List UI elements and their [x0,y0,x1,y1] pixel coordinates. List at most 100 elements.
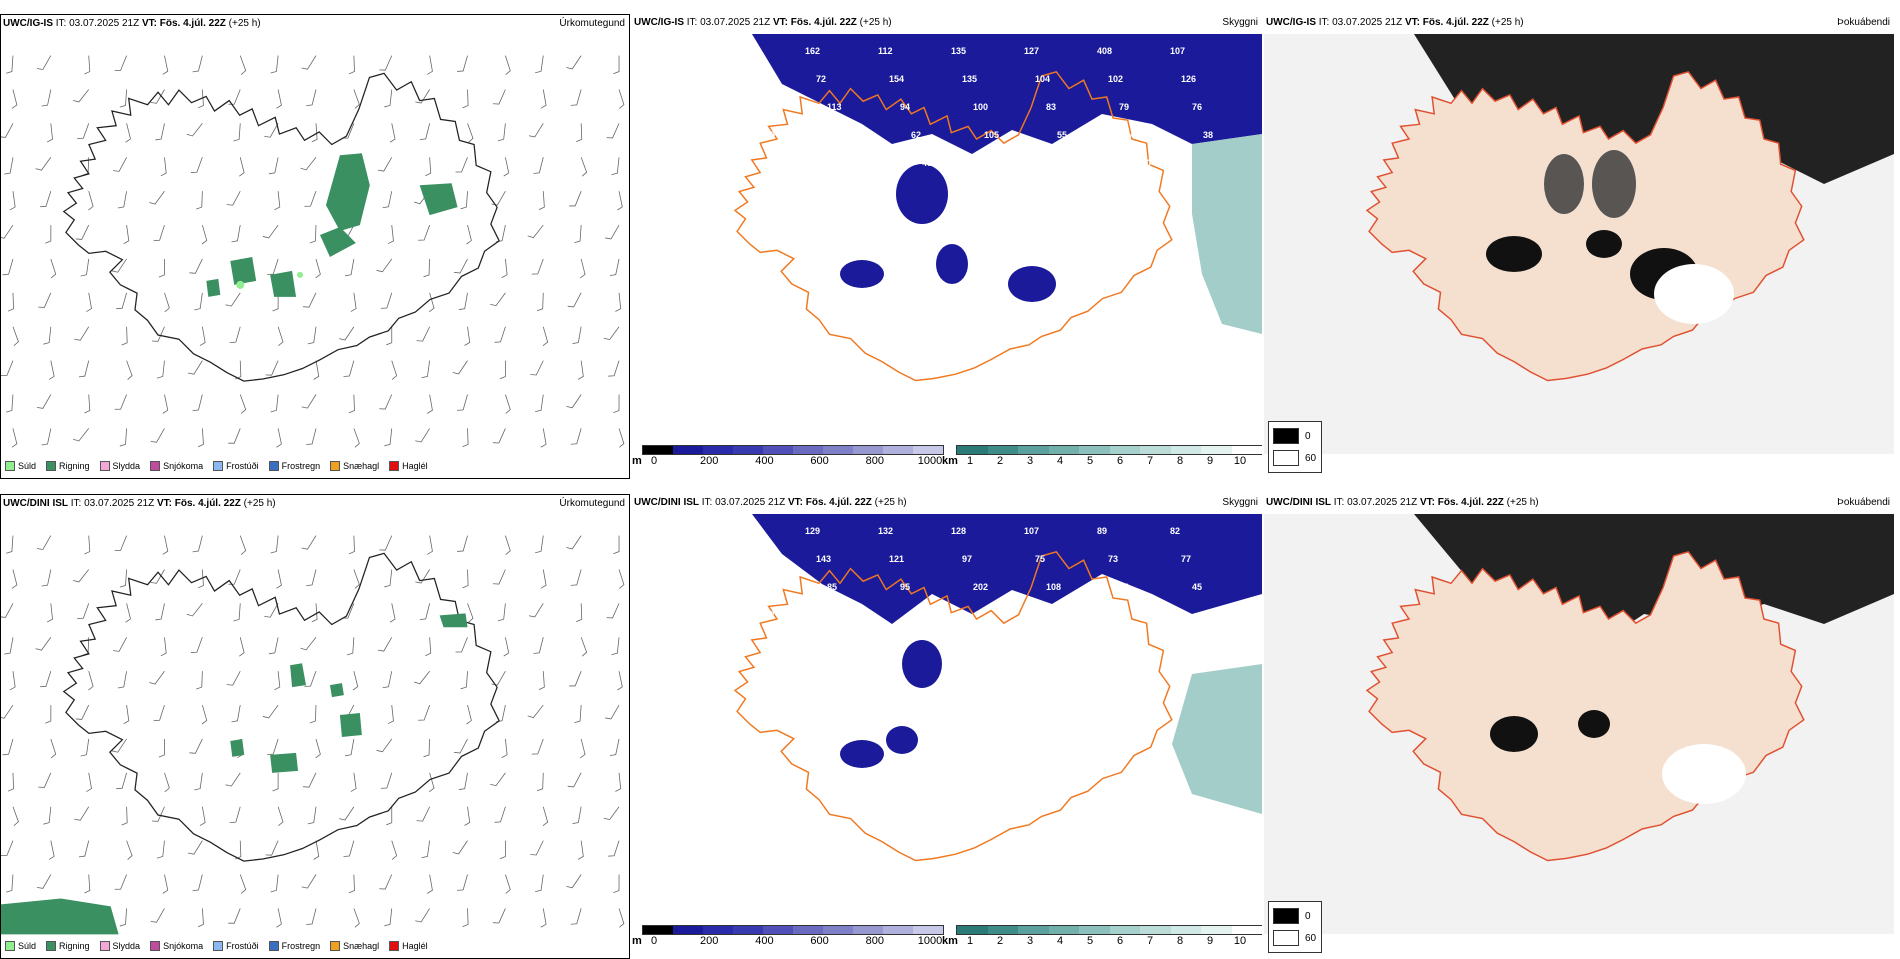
cloud-base-panel: UWC/DINI ISL IT: 03.07.2025 21Z VT: Fös.… [632,494,1262,959]
wind-barb [415,428,430,443]
panel-header: UWC/DINI ISL IT: 03.07.2025 21Z VT: Fös.… [1,495,629,513]
wind-barb [348,535,355,555]
wind-barb [153,704,165,722]
wind-barb [350,292,357,312]
wind-barb [36,55,52,70]
legend-item: Súld [5,461,36,471]
wind-barb [201,224,208,245]
wind-barb [428,292,435,313]
wind-barb [192,535,203,553]
wind-barb [615,772,622,792]
wind-barb [113,157,127,172]
wind-barb [580,157,588,177]
wind-barb [384,428,393,447]
wind-barb [74,326,90,341]
colorbar-tick: 1000 [917,455,943,467]
cloud-base-label: 38 [1203,130,1213,140]
colorbar-tick: 600 [810,935,829,947]
wind-barb [268,157,279,175]
wind-barb [48,360,55,380]
wind-barb [35,157,52,171]
wind-barb [123,705,130,725]
wind-barb [276,569,282,589]
wind-barb [457,874,468,891]
wind-barb [119,89,127,108]
wind-barb [311,123,318,143]
colorbar-segment [987,446,1018,454]
wind-barb [423,738,431,758]
wind-barb [272,292,279,312]
wind-barb [86,292,92,313]
cloud-base-label: 128 [951,526,966,536]
fog-legend-item: 60 [1273,930,1316,946]
wind-barb [35,637,52,651]
wind-barb [228,569,241,585]
wind-barb [196,191,203,210]
wind-barb [45,705,52,724]
wind-barb [341,603,355,619]
cloud-base-colorbar: m 0 200 400 600 800 1000 [632,445,944,475]
wind-barb [505,394,511,414]
colorbar-segment [883,446,913,454]
wind-barb [377,637,393,652]
wind-barb [277,806,284,826]
wind-barb [353,89,360,109]
wind-barb [276,428,282,448]
wind-barb [274,191,281,211]
wind-barb [382,671,393,689]
precip-legend: Súld Rigning Slydda Snjókoma Frostúði Fr… [5,938,428,954]
wind-barb [540,569,547,589]
wind-barb [194,772,203,791]
wind-barb [228,908,241,924]
cloud-base-label: 48 [922,158,932,168]
precip-map [1,55,625,448]
wind-barb [41,569,52,587]
wind-barb [189,258,203,274]
cloud-base-label: 82 [1170,526,1180,536]
legend-item: Slydda [99,461,140,471]
valid-time: Fös. 4.júl. 22Z [159,18,226,29]
wind-barb [384,569,393,588]
colorbar-tick: 400 [755,455,774,467]
wind-barb [494,326,506,343]
wind-barb [192,55,203,73]
wind-barb [4,637,14,655]
init-time: 03.07.2025 21Z [69,18,140,29]
cloud-base-label: 49 [1130,130,1140,140]
wind-barb [462,569,469,589]
precip-type-panel: UWC/DINI ISL IT: 03.07.2025 21Z VT: Fös.… [0,494,630,959]
wind-barb [606,123,620,139]
colorbar-segment [913,926,943,934]
wind-barb [343,840,355,857]
wind-barb [12,806,19,826]
wind-barb [303,772,317,788]
wind-barb [304,191,317,207]
wind-barb [186,603,203,617]
wind-barb [186,123,203,137]
wind-barb [540,89,547,109]
wind-barb [77,603,90,619]
wind-barb [315,738,321,759]
cloud-base-label: 56 [776,158,786,168]
wind-barb [566,874,582,889]
wind-barb [9,191,16,211]
wind-barb [579,258,586,279]
cloud-base-label: 70 [1141,158,1151,168]
wind-barb [164,292,170,313]
wind-barb [531,258,544,275]
wind-barb [162,535,169,555]
wind-barb [84,535,91,555]
wind-barb [7,292,14,312]
wind-barb [1,224,14,239]
cloud-base-label: 45 [1192,582,1202,592]
wind-barb [233,603,241,622]
wind-barb [300,157,317,171]
wind-barb [613,55,620,75]
wind-barb [1,603,14,618]
wind-barb [572,806,582,824]
wind-barb [352,671,359,691]
wind-barb [274,671,281,691]
wind-barb [452,360,468,375]
cloud-base-label: 87 [754,582,764,592]
wind-barb [494,806,506,823]
